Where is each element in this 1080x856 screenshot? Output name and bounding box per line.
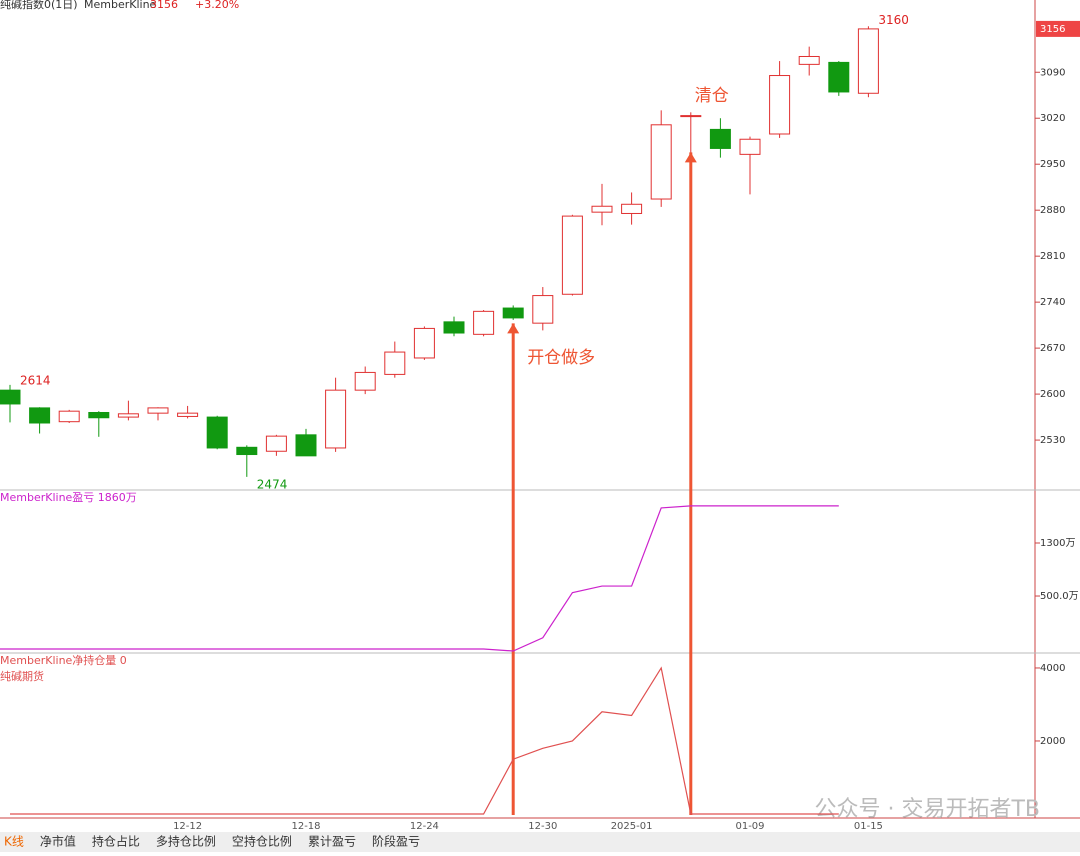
y-tick-label: 3090 [1040, 67, 1065, 78]
candle-body [502, 307, 524, 319]
candle-body [443, 321, 465, 334]
extreme-label: 3160 [878, 13, 909, 27]
extreme-label: 2614 [20, 373, 51, 387]
tab[interactable]: 阶段盈亏 [372, 834, 420, 849]
y-tick-label: 500.0万 [1040, 591, 1079, 602]
annotation: 开仓做多 [527, 348, 595, 368]
x-tick-label: 2025-01 [611, 821, 653, 832]
candle-body [58, 410, 80, 423]
x-tick-label: 12-12 [173, 821, 202, 832]
candle-body [532, 295, 554, 324]
arrow-head [507, 323, 520, 334]
legend-price: 3156 [150, 0, 178, 11]
price-tag [1036, 20, 1080, 37]
candle-body [325, 389, 347, 449]
tab[interactable]: K线 [4, 835, 24, 849]
y-tick-label: 2000 [1040, 736, 1065, 747]
tab[interactable]: 净市值 [40, 834, 76, 849]
candle-body [769, 75, 791, 135]
candle-body [798, 55, 820, 65]
tab[interactable]: 累计盈亏 [308, 835, 356, 849]
x-tick-label: 12-18 [291, 821, 320, 832]
candle-body [384, 351, 406, 375]
y-tick-label: 2950 [1040, 159, 1065, 170]
x-tick-label: 01-15 [854, 821, 883, 832]
candle-body [413, 327, 435, 359]
x-tick-label: 01-09 [735, 821, 764, 832]
candle-body [88, 411, 110, 419]
series-line [10, 666, 839, 815]
candle-body [650, 124, 672, 200]
candle-body [739, 138, 761, 155]
legend-change: +3.20% [195, 0, 239, 11]
y-tick-label: 4000 [1040, 663, 1065, 674]
candle-body [709, 128, 731, 149]
candle-body [147, 407, 169, 414]
candle-body [236, 446, 258, 456]
candle-body [561, 215, 583, 295]
y-tick-label: 2600 [1040, 389, 1065, 400]
tab[interactable]: 多持仓比例 [156, 834, 216, 849]
candle-body [354, 371, 376, 391]
y-tick-label: 2880 [1040, 205, 1065, 216]
y-tick-label: 3020 [1040, 113, 1065, 124]
series-line [0, 505, 839, 652]
extreme-label: 2474 [257, 477, 288, 491]
legend-name: MemberKline [84, 0, 157, 11]
tab[interactable]: 空持仓比例 [232, 834, 292, 849]
candle-body [680, 115, 702, 118]
candle-body [29, 407, 51, 424]
y-tick-label: 2810 [1040, 251, 1065, 262]
watermark: 公众号 · 交易开拓者TB [814, 797, 1040, 822]
candle-body [621, 203, 643, 214]
candle-body [206, 416, 228, 449]
panel-title: MemberKline盈亏 1860万 [0, 491, 137, 504]
candle-body [473, 310, 495, 335]
candle-body [295, 434, 317, 457]
y-tick-label: 2670 [1040, 343, 1065, 354]
candle-body [117, 413, 139, 418]
y-tick-label: 1300万 [1040, 538, 1075, 549]
panel-subtitle: 纯碱期货 [0, 669, 44, 683]
candle-body [0, 389, 21, 405]
candle-body [177, 412, 199, 417]
candle-body [265, 435, 287, 452]
x-tick-label: 12-30 [528, 821, 557, 832]
candle-body [857, 28, 879, 94]
y-tick-label: 2530 [1040, 435, 1065, 446]
chart-title: 纯碱指数0(1日) [0, 0, 78, 11]
x-tick-label: 12-24 [410, 821, 439, 832]
candle-body [828, 61, 850, 93]
candle-body [591, 205, 613, 213]
tab[interactable]: 持仓占比 [92, 834, 140, 849]
annotation: 清仓 [695, 86, 729, 106]
y-tick-label: 2740 [1040, 297, 1065, 308]
price-tag-label: 3156 [1040, 24, 1065, 35]
tab-bar [0, 832, 1080, 852]
panel-title: MemberKline净持仓量 0 [0, 653, 127, 667]
arrow-head [684, 152, 697, 163]
